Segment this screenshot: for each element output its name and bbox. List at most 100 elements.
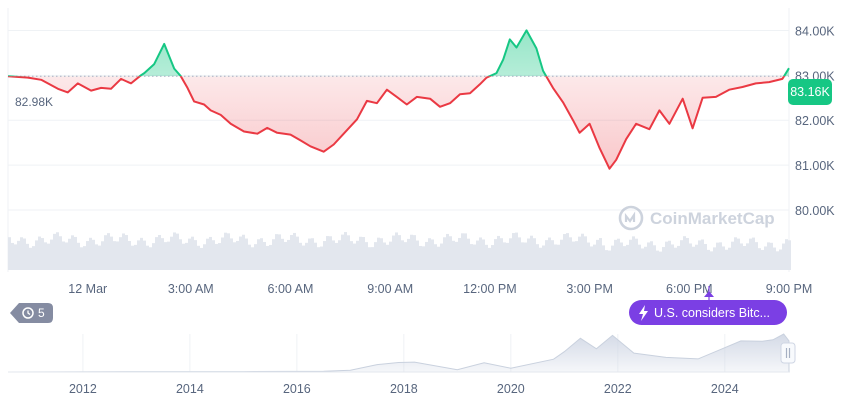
volume-bar: [110, 236, 113, 270]
x-tick-label: 3:00 PM: [566, 282, 613, 296]
volume-bar: [443, 237, 446, 270]
volume-bar: [383, 242, 386, 270]
volume-bar: [728, 247, 731, 270]
volume-bar: [254, 244, 257, 270]
volume-bar: [377, 237, 380, 270]
event-text: U.S. considers Bitc...: [654, 306, 770, 320]
volume-bar: [674, 247, 677, 270]
volume-bar: [71, 235, 74, 270]
volume-bar: [329, 236, 332, 270]
volume-bar: [542, 245, 545, 270]
volume-bar: [665, 241, 668, 270]
volume-bar: [611, 245, 614, 270]
volume-bar: [260, 238, 263, 270]
x-tick-label: 12:00 PM: [463, 282, 517, 296]
volume-bar: [365, 242, 368, 270]
volume-bar: [653, 245, 656, 270]
volume-bar: [185, 242, 188, 270]
history-badge[interactable]: 5: [10, 303, 53, 323]
volume-bar: [455, 241, 458, 270]
volume-bar: [236, 240, 239, 270]
volume-bar: [668, 240, 671, 270]
volume-bar: [746, 243, 749, 270]
volume-bar: [368, 247, 371, 270]
volume-bar: [647, 242, 650, 270]
volume-bar: [629, 239, 632, 270]
volume-bar: [404, 242, 407, 270]
volume-bar: [545, 240, 548, 270]
price-line: [7, 29, 790, 170]
volume-bar: [476, 240, 479, 270]
watermark-text: CoinMarketCap: [650, 209, 775, 228]
volume-bar: [347, 235, 350, 270]
volume-bar: [695, 244, 698, 270]
volume-bar: [350, 241, 353, 270]
volume-bar: [200, 247, 203, 270]
volume-bar: [473, 244, 476, 270]
volume-bar: [428, 238, 431, 270]
volume-bar: [548, 237, 551, 270]
volume-bar: [605, 250, 608, 270]
volume-bar: [11, 242, 14, 270]
event-badge[interactable]: U.S. considers Bitc...: [629, 286, 787, 325]
volume-bar: [53, 233, 56, 270]
volume-bar: [623, 246, 626, 270]
volume-bar: [575, 241, 578, 270]
volume-bar: [734, 237, 737, 270]
y-tick-label: 84.00K: [795, 24, 835, 38]
volume-bar: [242, 234, 245, 270]
volume-bar: [401, 240, 404, 270]
volume-bar: [62, 241, 65, 270]
volume-bar: [155, 237, 158, 270]
x-tick-label: 9:00 AM: [367, 282, 413, 296]
volume-bar: [461, 233, 464, 270]
y-tick-label: 81.00K: [795, 159, 835, 173]
volume-bar: [446, 233, 449, 270]
volume-bar: [140, 237, 143, 270]
volume-bar: [770, 242, 773, 270]
volume-bar: [578, 236, 581, 270]
volume-bar: [686, 237, 689, 270]
volume-bar: [434, 244, 437, 270]
volume-bar: [704, 244, 707, 270]
volume-bar: [503, 242, 506, 270]
volume-bar: [302, 245, 305, 270]
volume-bar: [245, 238, 248, 270]
volume-bar: [14, 244, 17, 270]
pause-icon: [785, 348, 791, 358]
volume-bar: [125, 235, 128, 270]
volume-bar: [104, 235, 107, 270]
volume-bar: [173, 232, 176, 270]
volume-bar: [680, 240, 683, 270]
volume-bar: [230, 238, 233, 270]
x-tick-label: 3:00 AM: [168, 282, 214, 296]
range-navigator[interactable]: [7, 333, 790, 373]
volume-bar: [32, 246, 35, 270]
volume-bar: [98, 245, 101, 270]
volume-bar: [554, 244, 557, 270]
volume-bar: [65, 242, 68, 270]
volume-bar: [512, 233, 515, 270]
volume-bar: [257, 239, 260, 270]
volume-bar: [458, 237, 461, 270]
volume-bar: [407, 238, 410, 270]
volume-bar: [50, 239, 53, 270]
volume-bar: [683, 236, 686, 270]
volume-bars: [8, 232, 791, 270]
volume-bar: [392, 235, 395, 270]
volume-bar: [782, 243, 785, 270]
y-tick-label: 80.00K: [795, 204, 835, 218]
navigator-handle[interactable]: [780, 342, 796, 364]
volume-bar: [284, 241, 287, 270]
volume-bar: [752, 237, 755, 270]
grid-lines: [7, 8, 790, 272]
navigator-x-tick-label: 2018: [390, 382, 418, 396]
volume-bar: [266, 245, 269, 270]
volume-bar: [395, 232, 398, 270]
volume-bar: [677, 245, 680, 270]
volume-bar: [500, 238, 503, 270]
x-tick-label: 6:00 AM: [268, 282, 314, 296]
volume-bar: [275, 234, 278, 270]
